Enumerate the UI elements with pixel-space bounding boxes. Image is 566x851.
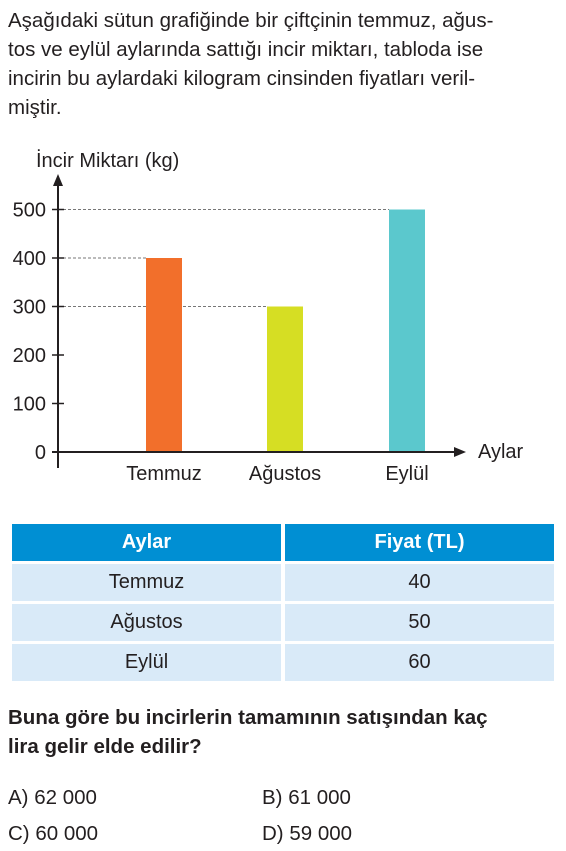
column-header-months: Aylar — [12, 524, 281, 561]
x-axis-title: Aylar — [478, 441, 524, 463]
table-row: Eylül 60 — [12, 644, 554, 681]
y-axis-title: İncir Miktarı (kg) — [36, 149, 179, 172]
column-header-price: Fiyat (TL) — [285, 524, 554, 561]
table-cell-month: Temmuz — [12, 564, 281, 601]
intro-line: tos ve eylül aylarında sattığı incir mik… — [8, 38, 484, 61]
option-d[interactable]: D) 59 000 — [262, 822, 353, 845]
option-a[interactable]: A) 62 000 — [8, 786, 97, 809]
table-row: Temmuz 40 — [12, 564, 554, 601]
table-cell-month: Ağustos — [12, 604, 281, 641]
option-b[interactable]: B) 61 000 — [262, 786, 351, 809]
y-tick-label: 500 — [13, 200, 46, 222]
option-c[interactable]: C) 60 000 — [8, 822, 99, 845]
bar-chart: İncir Miktarı (kg) Aylar 0 100 200 300 400 50… — [13, 149, 524, 485]
question-line: lira gelir elde edilir? — [8, 735, 202, 758]
y-tick-label: 200 — [13, 345, 46, 367]
bar-eylül — [389, 209, 425, 452]
table-row: Ağustos 50 — [12, 604, 554, 641]
bar-temmuz — [146, 258, 182, 452]
intro-text: Aşağıdaki sütun grafiğinde bir çiftçinin… — [8, 6, 560, 122]
y-tick-label: 0 — [35, 442, 46, 464]
intro-line: Aşağıdaki sütun grafiğinde bir çiftçinin… — [8, 9, 494, 32]
question-line: Buna göre bu incirlerin tamamının satışı… — [8, 706, 488, 729]
y-tick-label: 300 — [13, 297, 46, 319]
question-text: Buna göre bu incirlerin tamamının satışı… — [8, 703, 560, 761]
intro-line: miştir. — [8, 96, 62, 119]
table-cell-month: Eylül — [12, 644, 281, 681]
table-cell-price: 40 — [285, 564, 554, 601]
x-axis-arrow — [454, 447, 466, 457]
table-header-row: Aylar Fiyat (TL) — [12, 524, 554, 561]
bar-ağustos — [267, 306, 303, 452]
table-cell-price: 60 — [285, 644, 554, 681]
table-cell-price: 50 — [285, 604, 554, 641]
x-tick-label: Eylül — [385, 463, 428, 485]
intro-line: incirin bu aylardaki kilogram cinsinden … — [8, 67, 476, 90]
y-tick-label: 100 — [13, 394, 46, 416]
y-axis-arrow — [53, 174, 63, 186]
price-table: Aylar Fiyat (TL) Temmuz 40 Ağustos 50 Ey… — [8, 521, 558, 684]
x-tick-label: Temmuz — [126, 463, 202, 485]
x-tick-label: Ağustos — [249, 463, 321, 485]
y-tick-label: 400 — [13, 248, 46, 270]
